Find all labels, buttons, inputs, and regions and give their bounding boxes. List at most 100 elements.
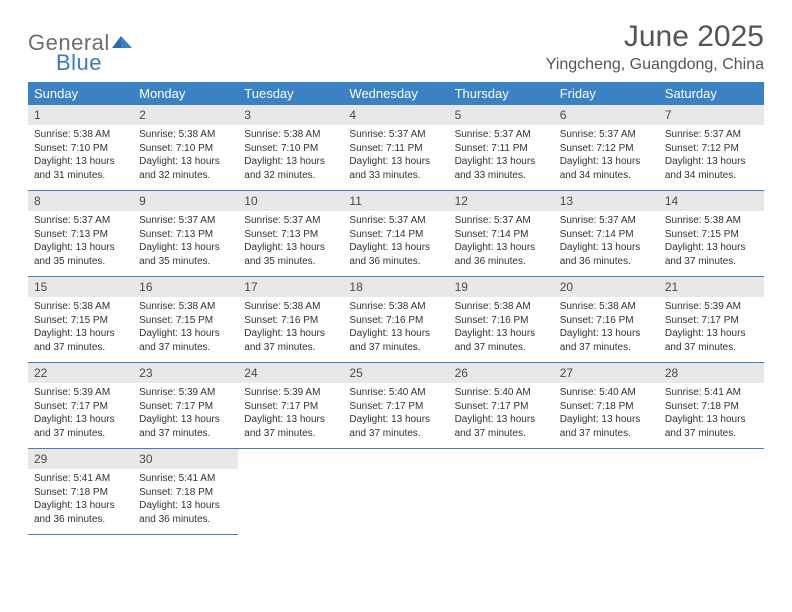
day-details: Sunrise: 5:41 AMSunset: 7:18 PMDaylight:… [133, 469, 238, 534]
sunset-line: Sunset: 7:17 PM [665, 314, 758, 328]
day-details: Sunrise: 5:37 AMSunset: 7:14 PMDaylight:… [554, 211, 659, 276]
day-content-cell [659, 469, 764, 535]
day-content-cell: Sunrise: 5:39 AMSunset: 7:17 PMDaylight:… [133, 383, 238, 449]
day-content-cell: Sunrise: 5:39 AMSunset: 7:17 PMDaylight:… [238, 383, 343, 449]
day-content-cell: Sunrise: 5:38 AMSunset: 7:15 PMDaylight:… [659, 211, 764, 277]
day-number-cell [554, 449, 659, 470]
day-number: 21 [659, 277, 764, 297]
day-number: 25 [343, 363, 448, 383]
day-details: Sunrise: 5:38 AMSunset: 7:10 PMDaylight:… [133, 125, 238, 190]
sunset-line: Sunset: 7:15 PM [665, 228, 758, 242]
day-details: Sunrise: 5:40 AMSunset: 7:18 PMDaylight:… [554, 383, 659, 448]
day-number-cell: 19 [449, 277, 554, 298]
daylight-line: Daylight: 13 hours and 33 minutes. [349, 155, 442, 182]
day-content-cell: Sunrise: 5:40 AMSunset: 7:17 PMDaylight:… [449, 383, 554, 449]
day-details: Sunrise: 5:37 AMSunset: 7:12 PMDaylight:… [554, 125, 659, 190]
day-number-cell: 17 [238, 277, 343, 298]
day-details: Sunrise: 5:41 AMSunset: 7:18 PMDaylight:… [659, 383, 764, 448]
column-header: Wednesday [343, 82, 448, 105]
calendar-table: SundayMondayTuesdayWednesdayThursdayFrid… [28, 82, 764, 535]
sunset-line: Sunset: 7:10 PM [34, 142, 127, 156]
day-number: 10 [238, 191, 343, 211]
day-number: 20 [554, 277, 659, 297]
daylight-line: Daylight: 13 hours and 37 minutes. [665, 241, 758, 268]
daylight-line: Daylight: 13 hours and 33 minutes. [455, 155, 548, 182]
sunset-line: Sunset: 7:18 PM [560, 400, 653, 414]
day-content-cell: Sunrise: 5:38 AMSunset: 7:10 PMDaylight:… [238, 125, 343, 191]
day-details: Sunrise: 5:37 AMSunset: 7:14 PMDaylight:… [449, 211, 554, 276]
sunrise-line: Sunrise: 5:37 AM [349, 214, 442, 228]
header: General June 2025 Yingcheng, Guangdong, … [28, 20, 764, 74]
logo-mark-icon [112, 32, 134, 55]
sunset-line: Sunset: 7:11 PM [349, 142, 442, 156]
day-details: Sunrise: 5:37 AMSunset: 7:11 PMDaylight:… [449, 125, 554, 190]
day-details: Sunrise: 5:38 AMSunset: 7:10 PMDaylight:… [28, 125, 133, 190]
day-number: 22 [28, 363, 133, 383]
sunrise-line: Sunrise: 5:38 AM [34, 128, 127, 142]
day-number: 9 [133, 191, 238, 211]
daylight-line: Daylight: 13 hours and 37 minutes. [349, 327, 442, 354]
daylight-line: Daylight: 13 hours and 37 minutes. [244, 413, 337, 440]
day-content-cell: Sunrise: 5:37 AMSunset: 7:14 PMDaylight:… [343, 211, 448, 277]
day-number-cell: 14 [659, 191, 764, 212]
day-content-cell: Sunrise: 5:41 AMSunset: 7:18 PMDaylight:… [133, 469, 238, 535]
sunrise-line: Sunrise: 5:38 AM [139, 300, 232, 314]
day-content-cell: Sunrise: 5:37 AMSunset: 7:11 PMDaylight:… [343, 125, 448, 191]
day-content-row: Sunrise: 5:38 AMSunset: 7:10 PMDaylight:… [28, 125, 764, 191]
day-number: 19 [449, 277, 554, 297]
day-details: Sunrise: 5:37 AMSunset: 7:11 PMDaylight:… [343, 125, 448, 190]
day-content-cell: Sunrise: 5:37 AMSunset: 7:12 PMDaylight:… [554, 125, 659, 191]
sunset-line: Sunset: 7:17 PM [139, 400, 232, 414]
day-content-cell: Sunrise: 5:41 AMSunset: 7:18 PMDaylight:… [659, 383, 764, 449]
day-content-cell: Sunrise: 5:38 AMSunset: 7:16 PMDaylight:… [449, 297, 554, 363]
day-number: 26 [449, 363, 554, 383]
sunset-line: Sunset: 7:17 PM [34, 400, 127, 414]
daylight-line: Daylight: 13 hours and 37 minutes. [34, 327, 127, 354]
calendar-head: SundayMondayTuesdayWednesdayThursdayFrid… [28, 82, 764, 105]
column-header: Monday [133, 82, 238, 105]
day-details: Sunrise: 5:37 AMSunset: 7:14 PMDaylight:… [343, 211, 448, 276]
daylight-line: Daylight: 13 hours and 37 minutes. [34, 413, 127, 440]
day-details: Sunrise: 5:39 AMSunset: 7:17 PMDaylight:… [133, 383, 238, 448]
day-details: Sunrise: 5:38 AMSunset: 7:15 PMDaylight:… [133, 297, 238, 362]
day-details: Sunrise: 5:41 AMSunset: 7:18 PMDaylight:… [28, 469, 133, 534]
day-content-row: Sunrise: 5:39 AMSunset: 7:17 PMDaylight:… [28, 383, 764, 449]
logo-text-blue: Blue [56, 50, 102, 75]
day-number-cell: 26 [449, 363, 554, 384]
day-number: 24 [238, 363, 343, 383]
day-content-cell: Sunrise: 5:37 AMSunset: 7:11 PMDaylight:… [449, 125, 554, 191]
day-number-cell: 29 [28, 449, 133, 470]
day-details: Sunrise: 5:38 AMSunset: 7:16 PMDaylight:… [554, 297, 659, 362]
day-number: 7 [659, 105, 764, 125]
day-number-cell: 2 [133, 105, 238, 125]
sunrise-line: Sunrise: 5:38 AM [244, 300, 337, 314]
sunrise-line: Sunrise: 5:40 AM [349, 386, 442, 400]
day-content-cell: Sunrise: 5:39 AMSunset: 7:17 PMDaylight:… [659, 297, 764, 363]
sunrise-line: Sunrise: 5:41 AM [34, 472, 127, 486]
day-number-cell: 4 [343, 105, 448, 125]
sunset-line: Sunset: 7:14 PM [349, 228, 442, 242]
sunrise-line: Sunrise: 5:37 AM [560, 128, 653, 142]
day-number-cell [449, 449, 554, 470]
day-number-cell: 22 [28, 363, 133, 384]
day-content-cell: Sunrise: 5:40 AMSunset: 7:17 PMDaylight:… [343, 383, 448, 449]
day-number: 8 [28, 191, 133, 211]
day-number: 30 [133, 449, 238, 469]
sunrise-line: Sunrise: 5:38 AM [455, 300, 548, 314]
day-number: 17 [238, 277, 343, 297]
sunrise-line: Sunrise: 5:37 AM [139, 214, 232, 228]
sunset-line: Sunset: 7:13 PM [139, 228, 232, 242]
day-details: Sunrise: 5:37 AMSunset: 7:12 PMDaylight:… [659, 125, 764, 190]
daylight-line: Daylight: 13 hours and 34 minutes. [560, 155, 653, 182]
day-number-cell: 3 [238, 105, 343, 125]
day-content-cell: Sunrise: 5:37 AMSunset: 7:12 PMDaylight:… [659, 125, 764, 191]
day-content-cell [343, 469, 448, 535]
daylight-line: Daylight: 13 hours and 35 minutes. [244, 241, 337, 268]
sunrise-line: Sunrise: 5:41 AM [139, 472, 232, 486]
day-details: Sunrise: 5:38 AMSunset: 7:15 PMDaylight:… [659, 211, 764, 276]
day-content-cell: Sunrise: 5:39 AMSunset: 7:17 PMDaylight:… [28, 383, 133, 449]
sunrise-line: Sunrise: 5:37 AM [455, 128, 548, 142]
sunrise-line: Sunrise: 5:38 AM [34, 300, 127, 314]
sunrise-line: Sunrise: 5:37 AM [244, 214, 337, 228]
sunrise-line: Sunrise: 5:38 AM [244, 128, 337, 142]
